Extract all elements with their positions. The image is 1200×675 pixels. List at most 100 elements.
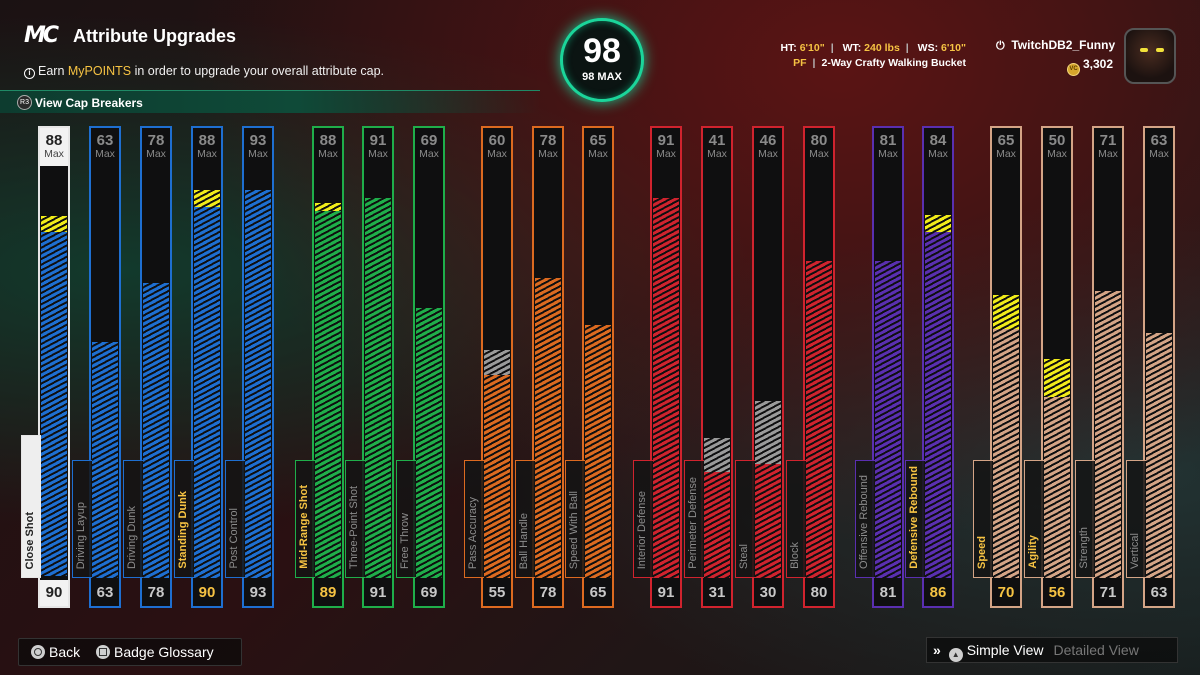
height-value: 6'10" <box>799 42 825 54</box>
simple-view-option[interactable]: Simple View <box>966 642 1044 658</box>
attribute-label-tab[interactable]: Strength <box>1075 460 1095 578</box>
attribute-label-tab[interactable]: Agility <box>1024 460 1044 578</box>
attribute-column[interactable]: 93 Max 93 <box>242 126 274 608</box>
badge-glossary-button[interactable]: Badge Glossary <box>96 644 214 660</box>
attribute-max-header: 88 Max <box>191 133 223 160</box>
attribute-column[interactable]: 88 Max 89 <box>312 126 344 608</box>
attribute-label: Free Throw <box>399 512 411 569</box>
attribute-label-tab[interactable]: Post Control <box>225 460 245 578</box>
attribute-max-header: 80 Max <box>803 133 835 160</box>
attribute-label-tab[interactable]: Pass Accuracy <box>464 460 484 578</box>
attribute-label-tab[interactable]: Speed With Ball <box>565 460 585 578</box>
attribute-column[interactable]: 46 Max 30 <box>752 126 784 608</box>
attribute-fill <box>365 198 391 578</box>
attribute-column[interactable]: 88 Max 90 <box>191 126 223 608</box>
cap-breakers-label: View Cap Breakers <box>35 96 143 110</box>
attribute-label-tab[interactable]: Vertical <box>1126 460 1146 578</box>
attribute-max-header: 41 Max <box>701 133 733 160</box>
attribute-label: Driving Layup <box>75 501 87 569</box>
vc-coin-icon: VC <box>1067 63 1080 76</box>
vc-amount: 3,302 <box>1083 57 1114 71</box>
back-button[interactable]: Back <box>31 644 84 660</box>
attribute-label-tab[interactable]: Driving Dunk <box>123 460 143 578</box>
attribute-column[interactable]: 91 Max 91 <box>650 126 682 608</box>
attribute-bar <box>143 156 169 578</box>
attribute-max-label: Max <box>588 148 608 160</box>
attribute-max-label: Max <box>1047 148 1067 160</box>
attribute-value: 63 <box>1150 584 1168 601</box>
attribute-max-label: Max <box>318 148 338 160</box>
r3-button-icon: R3 <box>17 95 32 110</box>
attribute-column[interactable]: 84 Max 86 <box>922 126 954 608</box>
attribute-fill <box>1044 397 1070 578</box>
attribute-max-label: Max <box>197 148 217 160</box>
circle-button-icon <box>31 645 45 659</box>
attribute-bar <box>535 156 561 578</box>
attribute-column[interactable]: 78 Max 78 <box>140 126 172 608</box>
weight-label: WT: <box>842 42 862 54</box>
attribute-max-label: Max <box>707 148 727 160</box>
attribute-fill <box>194 207 220 578</box>
attribute-max-header: 78 Max <box>532 133 564 160</box>
attribute-label: Driving Dunk <box>126 506 138 569</box>
attribute-label-tab[interactable]: Standing Dunk <box>174 460 194 578</box>
attribute-fill <box>755 464 781 578</box>
attribute-max-value: 88 <box>319 132 337 149</box>
archetype-value: 2-Way Crafty Walking Bucket <box>821 57 966 69</box>
attribute-column[interactable]: 63 Max 63 <box>89 126 121 608</box>
attribute-max-value: 63 <box>96 132 114 149</box>
attribute-label-tab[interactable]: Offensive Rebound <box>855 460 875 578</box>
attribute-bar <box>245 156 271 578</box>
attribute-boost-fill <box>315 203 341 211</box>
attribute-column[interactable]: 50 Max 56 <box>1041 126 1073 608</box>
attribute-max-header: 65 Max <box>990 133 1022 160</box>
attribute-max-header: 63 Max <box>1143 133 1175 160</box>
attribute-max-header: 71 Max <box>1092 133 1124 160</box>
attribute-label-tab[interactable]: Interior Defense <box>633 460 653 578</box>
attribute-column[interactable]: 91 Max 91 <box>362 126 394 608</box>
attribute-max-label: Max <box>928 148 948 160</box>
attribute-label-tab[interactable]: Free Throw <box>396 460 416 578</box>
attribute-column[interactable]: 78 Max 78 <box>532 126 564 608</box>
attribute-label-tab[interactable]: Three-Point Shot <box>345 460 365 578</box>
attribute-column[interactable]: 69 Max 69 <box>413 126 445 608</box>
attribute-column[interactable]: 80 Max 80 <box>803 126 835 608</box>
attribute-label-tab[interactable]: Perimeter Defense <box>684 460 704 578</box>
attribute-bar <box>875 156 901 578</box>
attribute-column[interactable]: 63 Max 63 <box>1143 126 1175 608</box>
attribute-label: Block <box>789 542 801 569</box>
attribute-label: Agility <box>1027 535 1039 569</box>
attribute-column[interactable]: 41 Max 31 <box>701 126 733 608</box>
subtitle: i Earn MyPOINTS in order to upgrade your … <box>24 64 384 79</box>
attribute-label-tab[interactable]: Defensive Rebound <box>905 460 925 578</box>
attribute-label-tab[interactable]: Speed <box>973 460 993 578</box>
view-cap-breakers-button[interactable]: R3 View Cap Breakers <box>0 90 540 113</box>
attribute-column[interactable]: 71 Max 71 <box>1092 126 1124 608</box>
triangle-button-icon: ▲ <box>948 648 963 662</box>
attribute-label-tab[interactable]: Driving Layup <box>72 460 92 578</box>
attribute-label-tab[interactable]: Close Shot <box>21 435 41 578</box>
attribute-bar <box>806 156 832 578</box>
attribute-column[interactable]: 81 Max 81 <box>872 126 904 608</box>
attribute-label-tab[interactable]: Block <box>786 460 806 578</box>
attribute-max-label: Max <box>368 148 388 160</box>
attribute-max-label: Max <box>996 148 1016 160</box>
attribute-column[interactable]: 65 Max 70 <box>990 126 1022 608</box>
attribute-max-value: 91 <box>369 132 387 149</box>
attribute-max-label: Max <box>487 148 507 160</box>
attribute-value: 80 <box>810 584 828 601</box>
attribute-label-tab[interactable]: Steal <box>735 460 755 578</box>
attribute-column[interactable]: 60 Max 55 <box>481 126 513 608</box>
attribute-fill <box>1095 291 1121 578</box>
attribute-bar <box>1095 156 1121 578</box>
attribute-max-value: 93 <box>249 132 267 149</box>
attribute-bar <box>1044 156 1070 578</box>
detailed-view-option[interactable]: Detailed View <box>1053 642 1139 658</box>
attribute-value: 31 <box>708 584 726 601</box>
attribute-label-tab[interactable]: Mid-Range Shot <box>295 460 315 578</box>
attribute-label-tab[interactable]: Ball Handle <box>515 460 535 578</box>
back-label: Back <box>49 644 81 660</box>
attribute-column[interactable]: 65 Max 65 <box>582 126 614 608</box>
attribute-column[interactable]: 88 Max 90 <box>38 126 70 608</box>
attribute-fill <box>653 198 679 578</box>
